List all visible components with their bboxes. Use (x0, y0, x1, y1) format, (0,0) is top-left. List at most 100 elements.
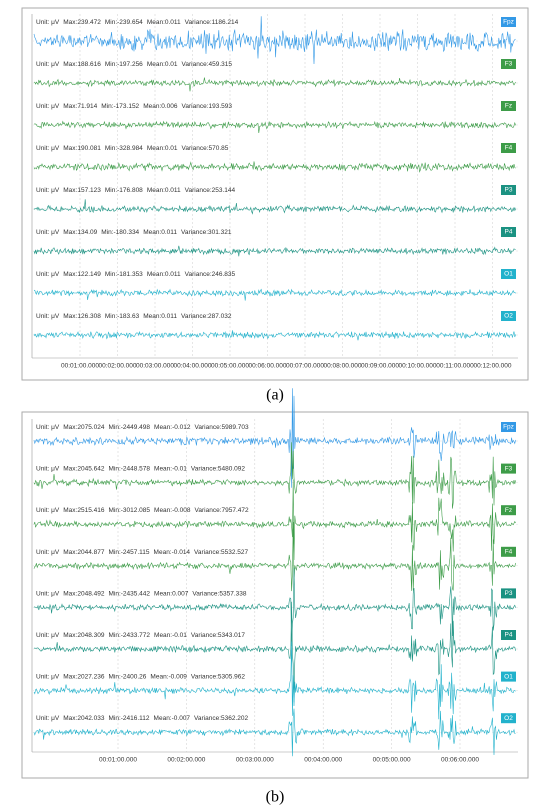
channel-tag (501, 630, 516, 640)
stat: Variance:253.144 (185, 187, 236, 194)
x-tick-label: 00:04:00.000 (174, 363, 212, 370)
stat: Min:-239.654 (105, 19, 143, 26)
x-tick-label: 00:10:00.000 (399, 363, 437, 370)
stat: Min:-2449.498 (108, 424, 150, 431)
stat: Min:-180.334 (101, 229, 139, 236)
stat: Max:2048.309 (63, 632, 105, 639)
stat: Unit: μV (36, 424, 60, 431)
stat: Min:-2416.112 (108, 715, 149, 722)
eeg-trace (33, 521, 516, 592)
stat: Mean:-0.01 (154, 632, 187, 639)
stat: Variance:246.835 (185, 271, 236, 278)
stat: Mean:0.006 (143, 103, 178, 110)
x-tick-label: 00:03:00.000 (236, 757, 274, 764)
channel-stats: Unit: μV Max:2042.033 Min:-2416.112 Mean:-0… (36, 715, 249, 722)
stat: Variance:5362.202 (194, 715, 248, 722)
stat: Min:-181.353 (105, 271, 143, 278)
channel-stats: Unit: μV Max:126.308 Min:-183.63 Mean:0.011… (36, 313, 232, 320)
stat: Min:-2400.26 (108, 673, 146, 680)
eeg-trace (33, 708, 516, 757)
x-tick-label: 00:06:00.000 (441, 757, 479, 764)
stat: Mean:-0.01 (154, 465, 187, 472)
stat: Min:-328.984 (105, 145, 143, 152)
stat: Unit: μV (36, 632, 60, 639)
stat: Min:-3012.085 (108, 507, 150, 514)
stat: Max:2515.416 (63, 507, 105, 514)
eeg-trace (33, 161, 516, 173)
channel-name: Fpz (503, 424, 514, 431)
stat: Mean:0.007 (154, 590, 189, 597)
channel-tag (501, 143, 516, 153)
channel-stats: Unit: μV Max:2044.877 Min:-2457.115 Mean:-0… (36, 549, 249, 556)
stat: Min:-2457.115 (108, 549, 149, 556)
x-tick-label: 00:07:00.000 (286, 363, 324, 370)
eeg-trace (33, 442, 516, 509)
stat: Unit: μV (36, 103, 60, 110)
channel-stats: Unit: μV Max:134.09 Min:-180.334 Mean:0.011… (36, 229, 232, 236)
stat: Variance:5343.017 (191, 632, 245, 639)
channel-tag (501, 671, 516, 682)
channel-tag (501, 546, 516, 557)
stat: Variance:5357.338 (192, 590, 246, 597)
channel-stats: Unit: μV Max:190.081 Min:-328.984 Mean:0.01… (36, 145, 229, 152)
stat: Max:2027.236 (63, 673, 105, 680)
stat: Max:126.308 (63, 313, 101, 320)
x-tick-label: 00:03:00.000 (136, 363, 174, 370)
channel-tag (501, 311, 516, 321)
stat: Mean:-0.009 (150, 673, 187, 680)
eeg-trace (33, 77, 516, 92)
stat: Variance:193.593 (182, 103, 233, 110)
channel-name: Fpz (503, 19, 514, 26)
x-tick-label: 00:06:00.000 (249, 363, 287, 370)
channel-stats: Unit: μV Max:188.616 Min:-197.256 Mean:0.01… (36, 61, 232, 68)
stat: Min:-176.808 (105, 187, 143, 194)
stat: Max:190.081 (63, 145, 101, 152)
eeg-trace (33, 288, 516, 301)
x-tick-label: 00:02:00.000 (99, 363, 137, 370)
stat: Variance:459.315 (182, 61, 233, 68)
stat: Unit: μV (36, 145, 60, 152)
channel-name: P4 (505, 229, 513, 236)
stat: Mean:-0.008 (154, 507, 191, 514)
stat: Variance:5480.092 (191, 465, 245, 472)
channel-name: Fz (505, 507, 512, 514)
x-tick-label: 00:01:00.000 (61, 363, 99, 370)
eeg-trace (33, 388, 516, 488)
channel-tag (501, 17, 516, 27)
eeg-trace (33, 479, 516, 561)
stat: Max:2045.642 (63, 465, 105, 472)
stat: Unit: μV (36, 187, 60, 194)
x-tick-label: 00:11:00.000 (436, 363, 474, 370)
eeg-trace (33, 330, 516, 341)
channel-name: F4 (505, 549, 513, 556)
stat: Mean:-0.014 (154, 549, 191, 556)
stat: Max:2075.024 (63, 424, 105, 431)
stat: Max:134.09 (63, 229, 97, 236)
stat: Mean:0.011 (143, 229, 177, 236)
channel-name: F4 (505, 145, 513, 152)
channel-name: O2 (504, 715, 513, 722)
eeg-trace (33, 601, 516, 703)
x-tick-label: 00:02:00.000 (167, 757, 205, 764)
stat: Mean:-0.007 (154, 715, 191, 722)
stat: Max:2042.033 (63, 715, 105, 722)
channel-stats: Unit: μV Max:71.914 Min:-173.152 Mean:0.006… (36, 103, 232, 110)
channel-name: F3 (505, 61, 513, 68)
stat: Max:157.123 (63, 187, 101, 194)
channel-stats: Unit: μV Max:2515.416 Min:-3012.085 Mean:-0… (36, 507, 249, 514)
channel-name: O2 (504, 313, 513, 320)
stat: Min:-183.63 (105, 313, 140, 320)
stat: Variance:5305.962 (191, 673, 245, 680)
stat: Unit: μV (36, 673, 60, 680)
channel-name: P4 (505, 632, 513, 639)
channel-tag (501, 101, 516, 111)
stat: Mean:0.011 (143, 313, 177, 320)
channel-name: O1 (504, 271, 513, 278)
channel-name: Fz (505, 103, 512, 110)
stat: Max:122.149 (63, 271, 101, 278)
stat: Unit: μV (36, 465, 60, 472)
channel-tag (501, 185, 516, 195)
channel-stats: Unit: μV Max:239.472 Min:-239.654 Mean:0.01… (36, 19, 239, 26)
